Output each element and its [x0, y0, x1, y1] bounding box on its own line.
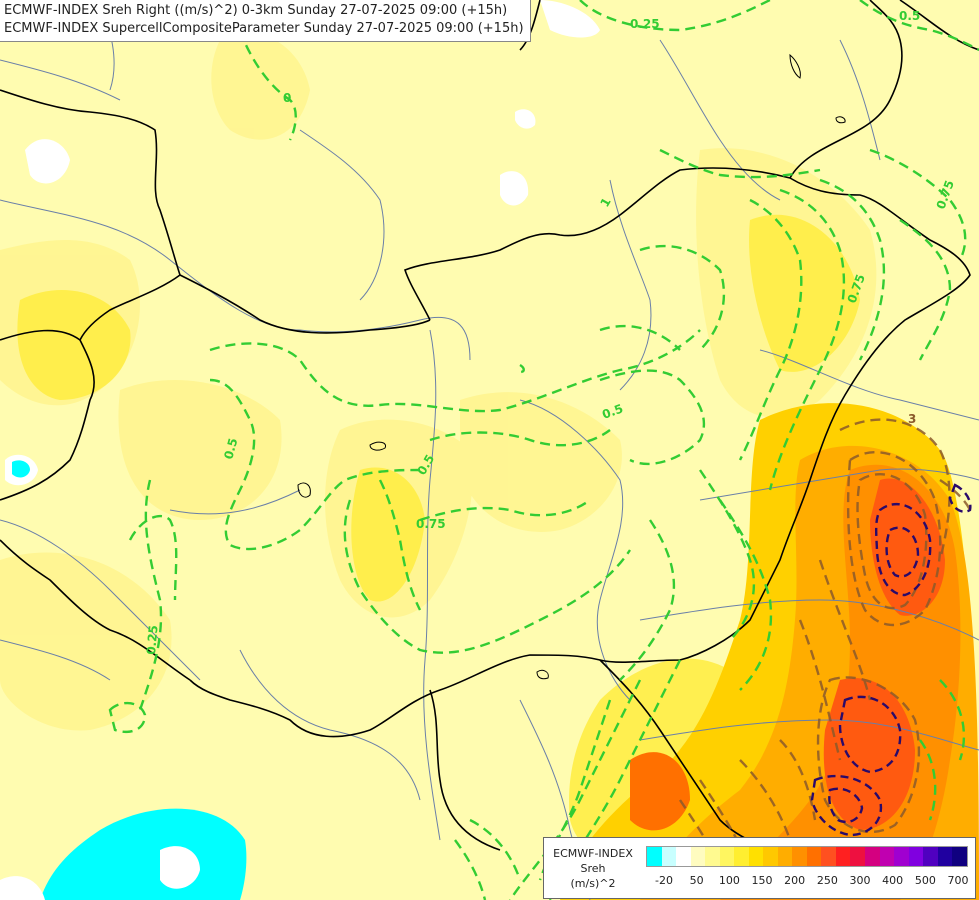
legend-swatch — [763, 847, 778, 866]
legend-swatch — [850, 847, 865, 866]
legend-swatch — [661, 847, 677, 866]
label-scp-025-top: 0.25 — [630, 17, 660, 31]
title-line-scp: ECMWF-INDEX SupercellCompositeParameter … — [4, 21, 524, 36]
title-line-sreh: ECMWF-INDEX Sreh Right ((m/s)^2) 0-3km S… — [4, 3, 508, 18]
sreh-fill-orange — [560, 403, 979, 900]
label-scp-05-left: 0.5 — [221, 437, 240, 461]
legend-tick-label: 500 — [914, 874, 936, 887]
scp-contours-extreme — [810, 483, 972, 837]
label-scp-025-left: 0.25 — [144, 625, 161, 656]
legend-swatches — [646, 846, 968, 867]
color-legend: ECMWF-INDEX Sreh (m/s)^2 -20 50 100 150 200 2… — [543, 837, 976, 899]
legend-swatch — [908, 847, 924, 866]
country-borders — [0, 0, 979, 861]
label-scp-075-mid: 0.75 — [416, 517, 446, 531]
legend-tick-label: 700 — [947, 874, 969, 887]
legend-title-line1: ECMWF-INDEX — [553, 847, 633, 860]
legend-ticks: -20 50 100 150 200 250 300 400 500 700 — [646, 874, 969, 890]
legend-swatch — [748, 847, 764, 866]
legend-swatch — [719, 847, 735, 866]
legend-swatch — [676, 847, 691, 866]
map-title-box: ECMWF-INDEX Sreh Right ((m/s)^2) 0-3km S… — [0, 0, 531, 42]
legend-tick-label: 100 — [718, 874, 740, 887]
legend-tick-label: 400 — [882, 874, 904, 887]
legend-swatch — [705, 847, 720, 866]
legend-swatch — [806, 847, 822, 866]
legend-swatch — [879, 847, 895, 866]
legend-tick-label: 150 — [751, 874, 773, 887]
label-scp-3-se: 3 — [908, 412, 916, 426]
label-scp-05-east: 0.5 — [600, 401, 625, 421]
legend-swatch — [734, 847, 749, 866]
legend-swatch — [894, 847, 909, 866]
legend-title: ECMWF-INDEX Sreh (m/s)^2 — [548, 846, 638, 891]
legend-swatch — [690, 847, 706, 866]
legend-tick-label: -20 — [655, 874, 673, 887]
label-scp-05-top: 0.5 — [899, 9, 920, 23]
legend-tick-label: 50 — [689, 874, 704, 887]
legend-swatch — [864, 847, 880, 866]
legend-swatch — [647, 847, 662, 866]
legend-tick-label: 200 — [784, 874, 806, 887]
legend-swatch — [952, 847, 967, 866]
legend-tick-label: 300 — [849, 874, 871, 887]
legend-swatch — [821, 847, 836, 866]
legend-tick-label: 250 — [816, 874, 838, 887]
legend-swatch — [923, 847, 938, 866]
legend-swatch — [777, 847, 793, 866]
lakes — [297, 53, 846, 680]
legend-swatch — [792, 847, 807, 866]
legend-swatch — [937, 847, 953, 866]
sreh-fill-negative — [0, 0, 600, 900]
legend-title-line3: (m/s)^2 — [570, 877, 616, 890]
label-scp-0-sw: 0 — [283, 91, 291, 105]
legend-swatch — [835, 847, 851, 866]
legend-title-line2: Sreh — [580, 862, 606, 875]
